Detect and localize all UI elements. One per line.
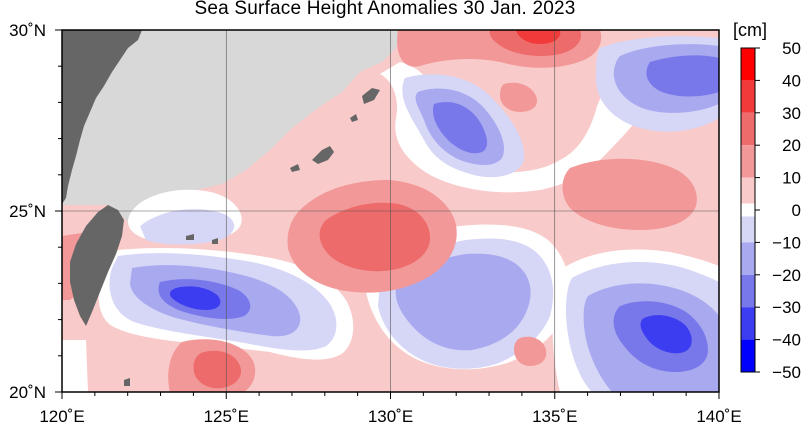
china-coast [62, 30, 142, 204]
lat-ticks: 20˚N 25˚N 30˚N [9, 21, 62, 402]
lon-tick-label-1: 125˚E [204, 407, 249, 426]
lat-tick-label-0: 20˚N [9, 383, 46, 402]
land [62, 30, 380, 386]
colorbar-label-5: 0 [792, 201, 801, 220]
anomaly-plus-40 [516, 30, 561, 44]
lat-tick-label-2: 30˚N [9, 21, 46, 40]
colorbar-label-8: −30 [772, 298, 801, 317]
ryukyu-small-3 [212, 238, 218, 244]
grid-lines [62, 30, 719, 392]
lat-tick-label-1: 25˚N [9, 202, 46, 221]
colorbar-bin-6 [741, 216, 755, 243]
ryukyu-okinawa [312, 146, 334, 164]
taiwan [70, 205, 124, 326]
colorbar-bin-4 [741, 177, 755, 204]
colorbar-bin-1 [741, 80, 755, 113]
colorbar-label-10: −50 [772, 363, 801, 382]
colorbar-bin-3 [741, 145, 755, 178]
colorbar-label-9: −40 [772, 331, 801, 350]
colorbar-bin-10 [741, 339, 755, 372]
colorbar-label-2: 30 [782, 104, 801, 123]
luzon-strait-isle [124, 378, 130, 386]
colorbar-label-7: −20 [772, 266, 801, 285]
anomaly-minus-40 [169, 286, 692, 354]
ryukyu-small-4 [350, 114, 358, 122]
colorbar-bins [741, 48, 755, 372]
colorbar-label-6: −10 [772, 233, 801, 252]
colorbar-bin-0 [741, 48, 755, 81]
colorbar-bin-5 [741, 203, 755, 217]
colorbar-label-3: 20 [782, 136, 801, 155]
shelf-mask [62, 30, 400, 222]
colorbar-labels: 50 40 30 20 10 0 −10 −20 −30 −40 −50 [755, 39, 801, 382]
colorbar-unit: [cm] [733, 20, 767, 40]
colorbar-label-4: 10 [782, 169, 801, 188]
lon-ticks: 120˚E 125˚E 130˚E 135˚E 140˚E [39, 392, 742, 426]
lon-tick-label-4: 140˚E [696, 407, 741, 426]
ryukyu-amami [362, 88, 380, 104]
colorbar-bin-7 [741, 242, 755, 275]
colorbar-label-0: 50 [782, 39, 801, 58]
anomaly-field [62, 30, 719, 392]
colorbar: [cm] 50 40 30 20 10 0 −10 −20 −30 −40 −50 [733, 20, 801, 382]
ryukyu-small-1 [290, 164, 300, 172]
ryukyu-small-2 [186, 234, 194, 240]
map-title: Sea Surface Height Anomalies 30 Jan. 202… [194, 0, 576, 19]
lon-tick-label-0: 120˚E [39, 407, 84, 426]
colorbar-bin-9 [741, 307, 755, 340]
colorbar-bin-8 [741, 274, 755, 308]
lon-tick-label-3: 135˚E [532, 407, 577, 426]
colorbar-label-1: 40 [782, 71, 801, 90]
lon-tick-label-2: 130˚E [368, 407, 413, 426]
colorbar-bin-2 [741, 112, 755, 146]
